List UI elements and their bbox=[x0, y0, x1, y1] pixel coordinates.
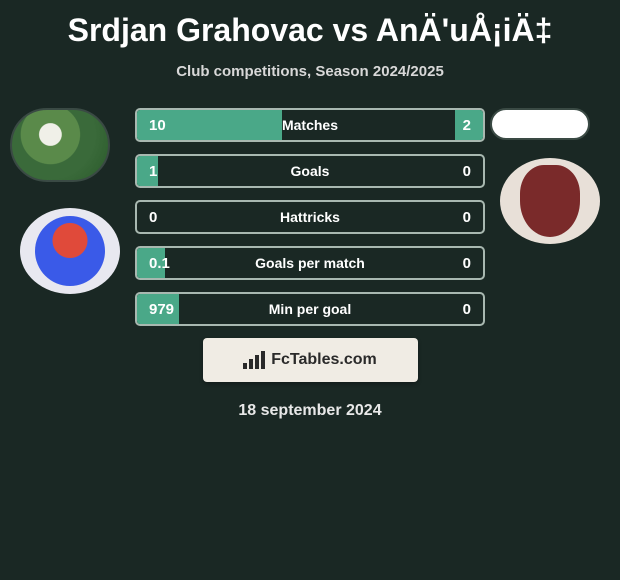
comparison-date: 18 september 2024 bbox=[0, 402, 620, 420]
stat-label: Min per goal bbox=[269, 301, 351, 317]
chart-icon bbox=[243, 351, 265, 369]
stat-value-right: 0 bbox=[463, 209, 471, 226]
brand-text: FcTables.com bbox=[271, 351, 377, 369]
comparison-content: 10 Matches 2 1 Goals 0 0 Hattricks 0 0.1 Goals per… bbox=[0, 108, 620, 420]
stat-value-left: 0.1 bbox=[149, 255, 170, 272]
stat-value-right: 0 bbox=[463, 163, 471, 180]
stat-value-left: 1 bbox=[149, 163, 157, 180]
player-photo-right bbox=[490, 108, 590, 140]
stat-row: 1 Goals 0 bbox=[135, 154, 485, 188]
club-logo-right bbox=[500, 158, 600, 244]
stat-value-right: 0 bbox=[463, 255, 471, 272]
stat-value-right: 2 bbox=[463, 117, 471, 134]
stats-table: 10 Matches 2 1 Goals 0 0 Hattricks 0 0.1 Goals per… bbox=[135, 108, 485, 326]
stat-row: 10 Matches 2 bbox=[135, 108, 485, 142]
club-logo-left bbox=[20, 208, 120, 294]
stat-value-left: 10 bbox=[149, 117, 166, 134]
brand-badge: FcTables.com bbox=[203, 338, 418, 382]
stat-label: Goals per match bbox=[255, 255, 365, 271]
stat-row: 0.1 Goals per match 0 bbox=[135, 246, 485, 280]
comparison-title: Srdjan Grahovac vs AnÄ'uÅ¡iÄ‡ bbox=[0, 0, 620, 49]
stat-row: 0 Hattricks 0 bbox=[135, 200, 485, 234]
comparison-subtitle: Club competitions, Season 2024/2025 bbox=[0, 63, 620, 80]
player-photo-left bbox=[10, 108, 110, 182]
stat-value-right: 0 bbox=[463, 301, 471, 318]
stat-label: Goals bbox=[291, 163, 330, 179]
stat-value-left: 979 bbox=[149, 301, 174, 318]
stat-label: Matches bbox=[282, 117, 338, 133]
stat-row: 979 Min per goal 0 bbox=[135, 292, 485, 326]
stat-value-left: 0 bbox=[149, 209, 157, 226]
stat-label: Hattricks bbox=[280, 209, 340, 225]
